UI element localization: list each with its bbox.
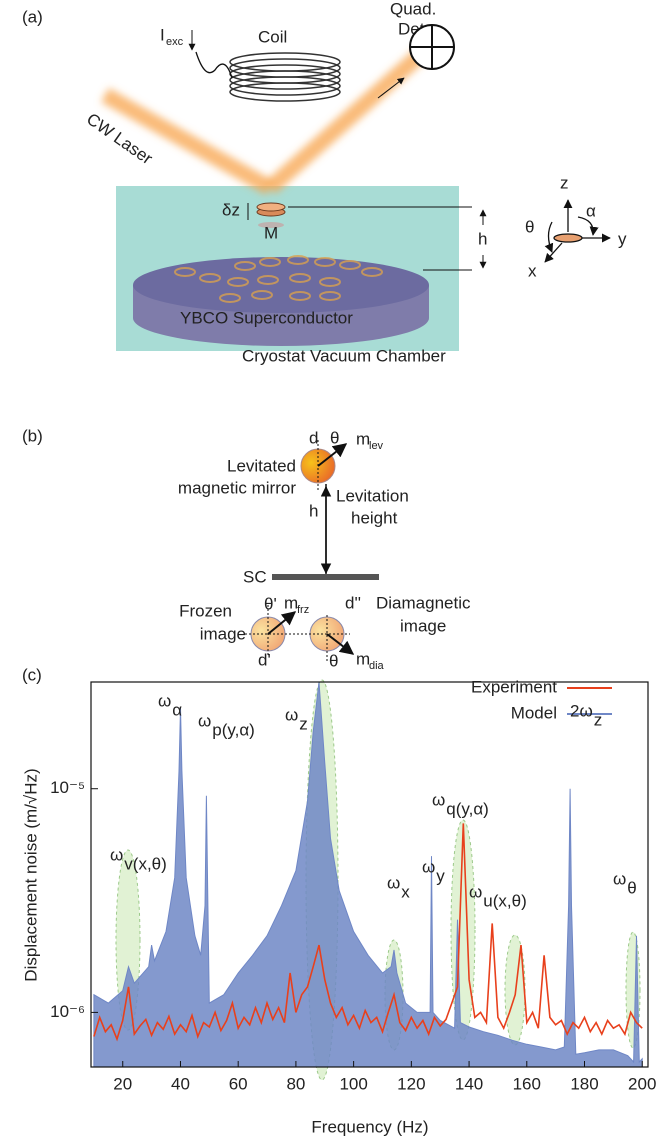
peak-label-sub: z <box>594 710 603 729</box>
label-m-sub: lev <box>369 440 384 452</box>
x-tick-label: 80 <box>286 1074 305 1093</box>
dz-label: δz <box>222 200 240 219</box>
y-axis-label: Displacement noise (m/√Hz) <box>21 768 40 981</box>
wire <box>196 52 232 78</box>
quad-detector <box>410 25 454 69</box>
peak-label: ω <box>198 711 211 730</box>
levitation-label: Levitation <box>336 486 409 505</box>
y-tick-label: 10⁻⁶ <box>50 1002 85 1021</box>
label-theta-prime: θ' <box>264 594 277 613</box>
sc-label: SC <box>243 567 267 586</box>
peak-label-sub: p(y,α) <box>212 720 255 739</box>
x-tick-label: 180 <box>570 1074 598 1093</box>
peak-label-sub: q(y,α) <box>446 799 489 818</box>
label-d: d <box>309 428 318 447</box>
coil-label: Coil <box>258 27 287 46</box>
panel-b: (b) d θ m lev Levitated magnetic mirror … <box>22 426 471 671</box>
x-tick-label: 40 <box>171 1074 190 1093</box>
diamagnetic-label: image <box>400 616 446 635</box>
plot-area <box>94 682 642 1067</box>
peak-label: ω <box>387 873 400 892</box>
x-tick-label: 20 <box>113 1074 132 1093</box>
sc-bar <box>272 574 379 580</box>
panel-label: (b) <box>22 426 43 445</box>
peak-label-sub: v(x,θ) <box>124 854 167 873</box>
panel-c: (c) Frequency (Hz) Displacement noise (m… <box>21 665 656 1136</box>
peak-label: ω <box>110 845 123 864</box>
magnet-label: M <box>264 223 278 242</box>
label-d2: d'' <box>345 593 361 612</box>
legend-label: Model <box>511 703 557 722</box>
label-d1: d' <box>258 650 271 669</box>
label-theta2: θ <box>329 651 338 670</box>
current-sub: exc <box>166 36 184 48</box>
peak-label-sub: u(x,θ) <box>483 891 526 910</box>
x-axis-label: Frequency (Hz) <box>311 1117 428 1136</box>
current-label: I <box>160 25 165 44</box>
x-tick-label: 140 <box>455 1074 483 1093</box>
legend-label: Experiment <box>471 677 557 696</box>
axes-icon <box>545 200 610 262</box>
x-tick-label: 100 <box>339 1074 367 1093</box>
peak-label: ω <box>422 857 435 876</box>
peak-label: ω <box>432 790 445 809</box>
superconductor-label: YBCO Superconductor <box>180 308 353 327</box>
peak-label-sub: y <box>436 866 445 885</box>
peak-label: ω <box>285 705 298 724</box>
levitated-label: Levitated <box>227 456 296 475</box>
axis-z: z <box>560 173 569 192</box>
levitation-label: height <box>351 508 398 527</box>
label-m-sub: dia <box>369 660 385 672</box>
x-tick-label: 200 <box>628 1074 656 1093</box>
peak-label-sub: x <box>401 882 410 901</box>
diamagnetic-label: Diamagnetic <box>376 593 471 612</box>
label-h: h <box>309 501 318 520</box>
label-m-sub: frz <box>297 604 309 616</box>
panel-a: (a) I exc Coil Quad. Det. CW Laser δz M … <box>22 0 627 365</box>
detector-label: Quad. <box>390 0 436 18</box>
peak-label: ω <box>613 869 626 888</box>
peak-label-sub: z <box>299 714 308 733</box>
frozen-label: Frozen <box>179 601 232 620</box>
laser-beams <box>105 55 420 188</box>
axis-y: y <box>618 229 627 248</box>
model-area <box>94 682 642 1067</box>
x-tick-label: 120 <box>397 1074 425 1093</box>
peak-label: 2ω <box>570 701 593 720</box>
coil <box>230 53 340 101</box>
panel-label: (c) <box>22 665 42 684</box>
height-label: h <box>478 229 487 248</box>
axis-alpha: α <box>586 201 596 220</box>
x-tick-label: 60 <box>229 1074 248 1093</box>
frozen-label: image <box>200 624 246 643</box>
axis-x: x <box>528 261 537 280</box>
levitated-label: magnetic mirror <box>178 478 296 497</box>
peak-label-sub: α <box>172 700 182 719</box>
peak-label: ω <box>158 691 171 710</box>
label-theta: θ <box>330 428 339 447</box>
y-tick-label: 10⁻⁵ <box>50 778 85 797</box>
peak-label: ω <box>469 882 482 901</box>
chamber-label: Cryostat Vacuum Chamber <box>242 346 446 365</box>
axis-theta: θ <box>525 217 534 236</box>
superconductor-disk <box>133 256 429 346</box>
peak-label-sub: θ <box>627 878 636 897</box>
page: (a) I exc Coil Quad. Det. CW Laser δz M … <box>0 0 660 1144</box>
figure: (a) I exc Coil Quad. Det. CW Laser δz M … <box>0 0 660 1144</box>
panel-label: (a) <box>22 7 43 26</box>
x-tick-label: 160 <box>513 1074 541 1093</box>
